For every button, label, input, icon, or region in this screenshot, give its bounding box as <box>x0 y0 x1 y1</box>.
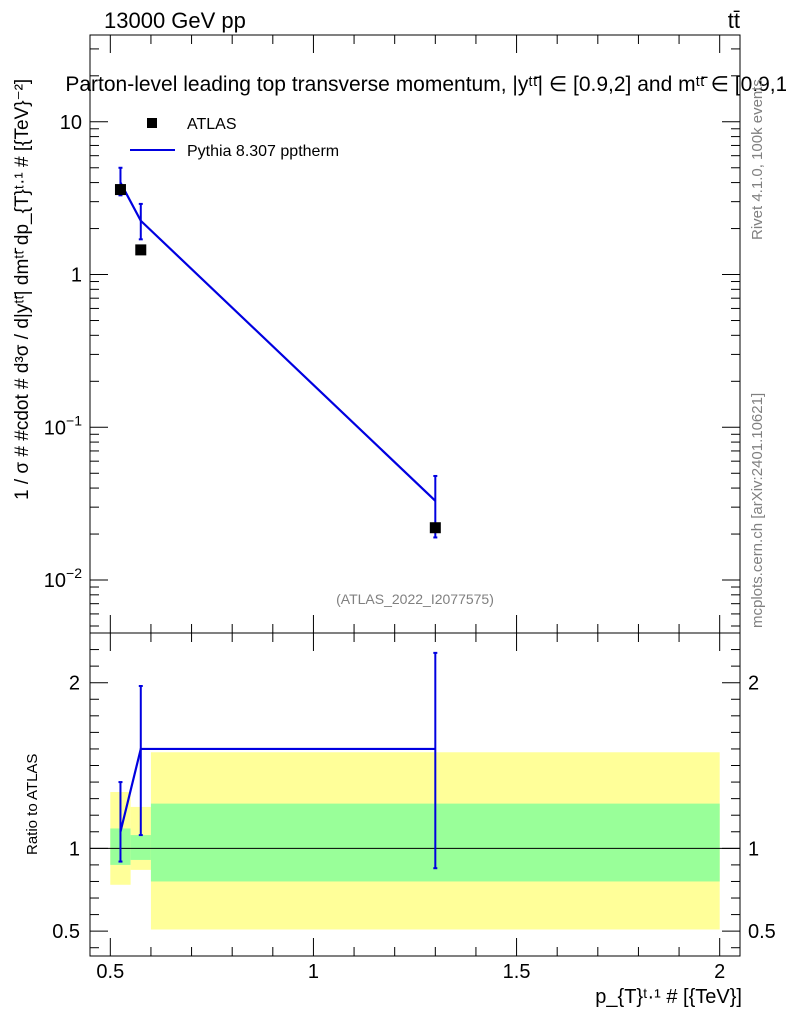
main-mc-series <box>118 166 438 539</box>
legend-data-label: ATLAS <box>187 116 237 133</box>
ratio-uncertainty-bands <box>110 752 720 930</box>
main-y-tick-label: 10−2 <box>44 565 82 592</box>
legend-data-marker <box>147 118 157 128</box>
main-axis-ticks <box>90 35 740 633</box>
mcplots-label: mcplots.cern.ch [arXiv:2401.10621] <box>749 393 766 628</box>
main-mc-line <box>119 182 437 502</box>
main-data-series <box>114 184 441 534</box>
x-tick-labels: 0.5 1 1.5 2 <box>96 961 725 983</box>
atlas-data-point <box>114 184 126 196</box>
x-tick-label: 0.5 <box>96 961 124 983</box>
ratio-inner-band <box>130 835 151 860</box>
main-y-tick-labels: 10−2 10−1 1 10 <box>44 112 82 592</box>
legend-mc-label: Pythia 8.307 pptherm <box>187 143 339 160</box>
process-label: tt̄ <box>728 8 740 33</box>
ratio-y-tick-label-right: 0.5 <box>748 921 776 943</box>
atlas-data-point <box>135 244 147 256</box>
ratio-panel-frame <box>89 632 741 957</box>
energy-label: 13000 GeV pp <box>104 8 246 33</box>
analysis-id: (ATLAS_2022_I2077575) <box>336 591 494 607</box>
x-axis-label: p_{T}ᵗ·¹ # [{TeV}] <box>595 986 742 1008</box>
rivet-label: Rivet 4.1.0, 100k events <box>749 79 766 240</box>
ratio-y-tick-label-left: 1 <box>69 838 80 860</box>
ratio-mc-series <box>118 651 438 870</box>
x-tick-label: 1 <box>308 961 319 983</box>
main-y-tick-label: 10−1 <box>44 412 82 439</box>
main-y-tick-label: 10 <box>60 112 82 134</box>
x-tick-label: 2 <box>714 961 725 983</box>
ratio-y-tick-label-left: 0.5 <box>52 921 80 943</box>
main-y-axis-label: 1 / σ # #cdot # d³σ / d|yᵗᵗ̄| dmᵗᵗ̄ dp_{… <box>12 79 33 500</box>
ratio-y-tick-label-left: 2 <box>69 673 80 695</box>
ratio-axis-ticks <box>90 633 740 956</box>
ratio-y-tick-label-right: 1 <box>748 838 759 860</box>
ratio-y-tick-labels: 0.5 0.5 1 1 2 2 <box>52 673 776 943</box>
ratio-y-axis-label: Ratio to ATLAS <box>24 754 41 855</box>
atlas-data-point <box>429 522 441 534</box>
ratio-y-tick-label-right: 2 <box>748 673 759 695</box>
main-y-tick-label: 1 <box>71 265 82 287</box>
plot-title: Parton-level leading top transverse mome… <box>65 73 786 96</box>
x-tick-label: 1.5 <box>503 961 531 983</box>
